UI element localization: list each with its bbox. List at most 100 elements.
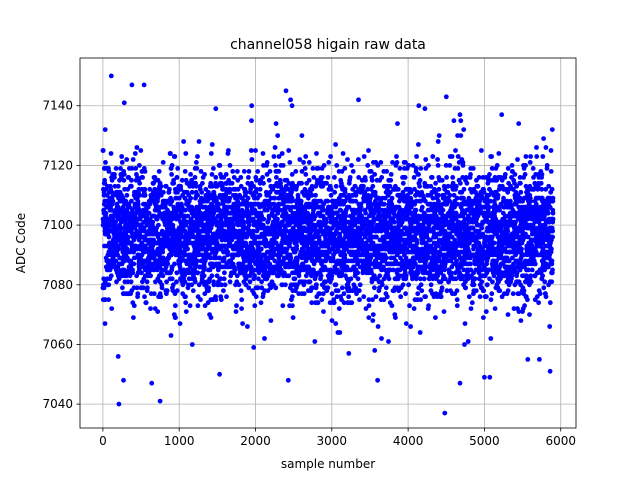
data-point: [286, 180, 292, 186]
data-point: [254, 177, 259, 183]
data-point: [357, 297, 362, 303]
data-point: [476, 175, 482, 180]
data-point: [435, 273, 441, 279]
data-point: [134, 285, 140, 291]
data-point: [433, 315, 438, 320]
data-point: [296, 273, 302, 279]
data-point: [221, 288, 226, 294]
data-point: [142, 192, 148, 198]
data-point: [185, 246, 191, 252]
data-point: [375, 324, 381, 329]
data-point: [216, 201, 222, 207]
data-point: [460, 163, 466, 168]
data-point: [213, 297, 219, 303]
data-point: [121, 172, 127, 177]
data-point: [333, 204, 339, 210]
data-point: [361, 294, 367, 300]
data-point: [252, 303, 258, 309]
data-point: [471, 282, 477, 288]
data-point: [403, 321, 409, 326]
data-point: [232, 267, 238, 273]
data-point: [416, 142, 421, 147]
data-point: [175, 166, 181, 171]
data-point: [462, 321, 468, 326]
data-point: [407, 303, 412, 309]
data-point: [205, 300, 211, 306]
data-point: [110, 192, 116, 198]
data-point: [323, 279, 329, 285]
data-point: [366, 315, 372, 320]
data-point: [245, 180, 251, 186]
data-point: [106, 169, 112, 174]
data-point: [219, 282, 225, 288]
data-point: [169, 198, 175, 204]
data-point: [350, 169, 356, 174]
data-point: [379, 175, 385, 180]
data-point: [255, 169, 261, 174]
data-point: [453, 148, 458, 153]
data-point: [468, 306, 474, 311]
data-point: [433, 180, 438, 186]
data-point: [361, 154, 367, 159]
data-point: [118, 166, 123, 171]
data-point: [209, 273, 215, 279]
data-point: [340, 151, 346, 156]
data-point: [147, 186, 153, 192]
data-point: [251, 345, 257, 350]
data-point: [234, 303, 239, 309]
data-point: [377, 273, 383, 279]
data-point: [320, 291, 326, 297]
data-point: [461, 186, 467, 192]
data-point: [438, 294, 444, 300]
data-point: [464, 180, 470, 186]
data-point: [202, 264, 207, 270]
data-point: [315, 300, 321, 306]
data-point: [222, 270, 227, 276]
data-point: [158, 183, 164, 189]
data-point: [310, 166, 316, 171]
data-point: [251, 183, 256, 189]
data-point: [458, 118, 464, 124]
data-point: [261, 216, 267, 222]
data-point: [119, 225, 124, 231]
data-point: [392, 219, 397, 225]
data-point: [394, 160, 400, 165]
data-point: [453, 276, 459, 282]
data-point: [174, 288, 180, 294]
data-point: [440, 207, 446, 213]
data-point: [246, 285, 252, 291]
data-point: [183, 309, 189, 314]
data-point: [378, 160, 384, 165]
data-point: [128, 279, 134, 285]
data-point: [108, 273, 114, 279]
data-point: [130, 270, 136, 276]
data-point: [403, 291, 408, 297]
data-point: [280, 163, 286, 168]
data-point: [261, 180, 266, 186]
data-point: [260, 175, 265, 180]
data-point: [450, 175, 456, 180]
data-point: [109, 306, 115, 311]
data-point: [436, 192, 441, 198]
data-point: [329, 273, 335, 279]
data-point: [137, 192, 142, 198]
data-point: [194, 166, 200, 171]
data-point: [468, 261, 473, 267]
data-point: [158, 294, 164, 300]
data-point: [333, 282, 339, 288]
data-point: [255, 285, 261, 291]
data-point: [252, 273, 257, 279]
data-point: [262, 336, 267, 341]
data-point: [447, 192, 453, 198]
data-point: [445, 258, 450, 264]
data-point: [240, 321, 246, 326]
data-point: [287, 160, 293, 165]
data-point: [100, 148, 106, 153]
data-point: [247, 279, 253, 285]
data-point: [106, 282, 112, 288]
data-point: [194, 160, 199, 165]
data-point: [238, 183, 244, 189]
data-point: [188, 195, 194, 201]
data-point: [455, 154, 461, 159]
